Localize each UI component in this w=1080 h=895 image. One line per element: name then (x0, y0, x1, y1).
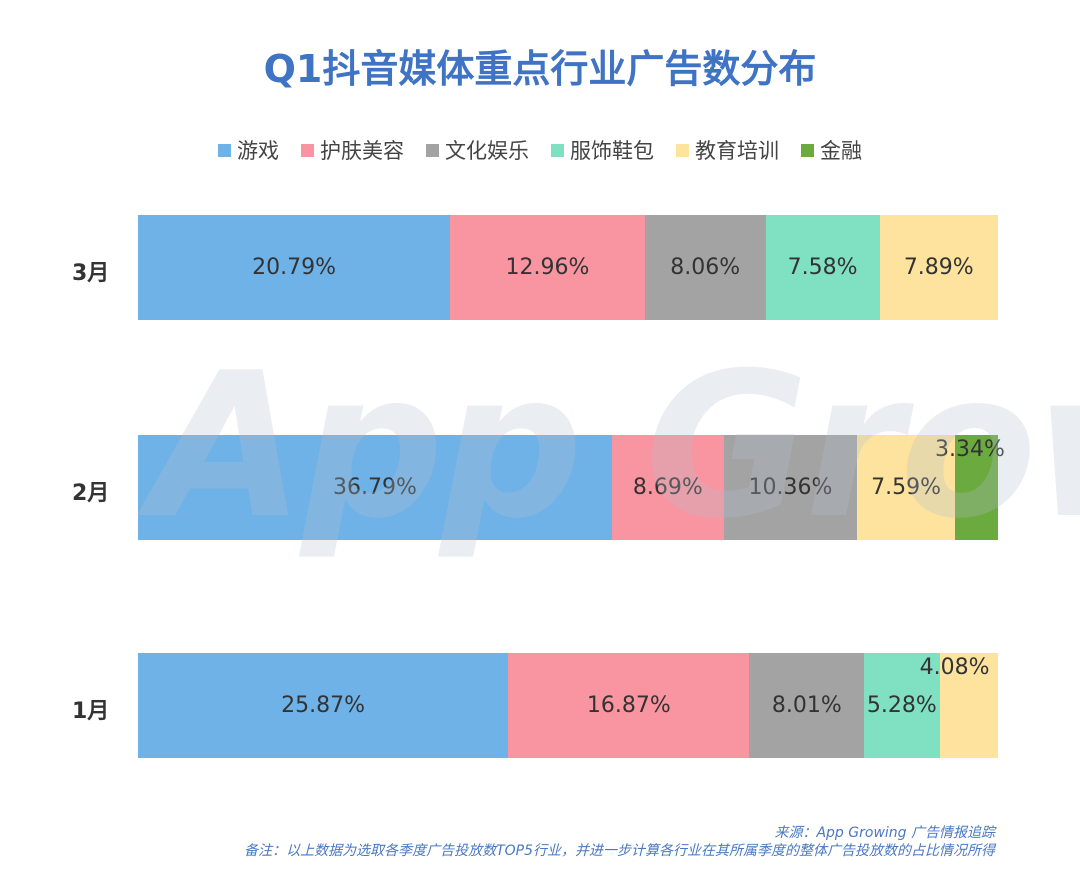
legend-label: 金融 (820, 139, 862, 163)
data-label: 7.89% (903, 255, 974, 280)
legend: 游戏 护肤美容 文化娱乐 服饰鞋包 教育培训 金融 (0, 135, 1080, 165)
bar-segment: 8.06% (644, 215, 766, 320)
data-label: 20.79% (252, 255, 336, 280)
data-label: 8.06% (670, 255, 741, 280)
legend-swatch (218, 143, 231, 157)
data-label: 4.08% (919, 655, 990, 680)
bar-segment: 4.08% (920, 653, 998, 758)
data-label: 7.59% (871, 475, 942, 500)
bar-segment: 25.87% (138, 653, 509, 758)
bar-segment: 5.28% (864, 653, 940, 758)
bar-segment: 12.96% (450, 215, 645, 320)
bar-segment: 8.01% (749, 653, 865, 758)
row-label: 3月 (72, 261, 110, 286)
legend-item: 教育培训 (676, 135, 779, 165)
legend-swatch (801, 143, 814, 157)
row-label: 2月 (72, 481, 110, 506)
bar-segment: 20.79% (138, 215, 451, 320)
data-label: 12.96% (505, 255, 590, 280)
bar-segment: 7.58% (765, 215, 880, 320)
bar-segment: 7.59% (857, 435, 955, 540)
legend-swatch (301, 143, 314, 157)
legend-label: 服饰鞋包 (570, 139, 654, 163)
legend-label: 护肤美容 (320, 139, 404, 163)
bar-segment: 36.79% (138, 435, 612, 540)
data-label: 8.69% (632, 475, 703, 500)
legend-item: 护肤美容 (301, 135, 404, 165)
data-label: 3.34% (934, 437, 1005, 462)
legend-swatch (676, 143, 689, 157)
legend-item: 金融 (801, 135, 862, 165)
data-label: 7.58% (787, 255, 858, 280)
chart-title: Q1抖音媒体重点行业广告数分布 (263, 47, 817, 91)
bar-segment: 7.89% (879, 215, 998, 320)
row-label: 1月 (72, 699, 110, 724)
source-note: 来源：App Growing 广告情报追踪 (774, 825, 995, 841)
footnote: 备注：以上数据为选取各季度广告投放数TOP5行业，并进一步计算各行业在其所属季度… (244, 843, 995, 859)
legend-swatch (426, 143, 439, 157)
bar-segment: 3.34% (935, 435, 1005, 540)
data-label: 8.01% (771, 693, 842, 718)
legend-label: 游戏 (237, 139, 279, 163)
bar-segment: 16.87% (508, 653, 750, 758)
data-label: 36.79% (332, 475, 417, 500)
data-label: 10.36% (748, 475, 833, 500)
bar-segment: 10.36% (723, 435, 858, 540)
data-label: 5.28% (866, 693, 937, 718)
bar-segment: 8.69% (611, 435, 724, 540)
legend-swatch (551, 143, 564, 157)
legend-item: 文化娱乐 (426, 135, 529, 165)
data-label: 25.87% (281, 693, 365, 718)
legend-item: 游戏 (218, 135, 279, 165)
legend-item: 服饰鞋包 (551, 135, 654, 165)
legend-label: 文化娱乐 (445, 139, 529, 163)
data-label: 16.87% (586, 693, 671, 718)
legend-label: 教育培训 (695, 139, 779, 163)
